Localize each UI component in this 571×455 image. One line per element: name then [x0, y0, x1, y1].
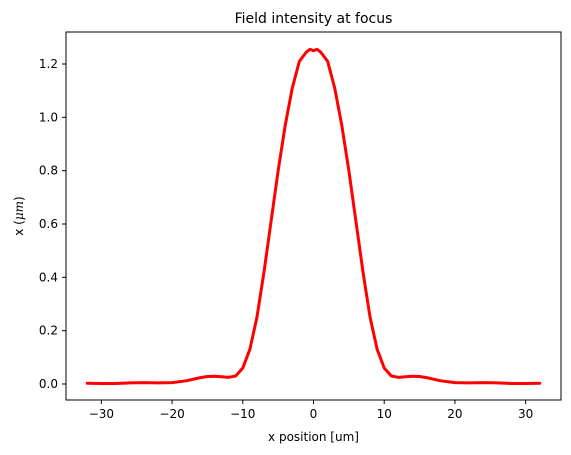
y-tick-label-5: 1.0	[39, 110, 58, 124]
y-axis-label: x (μm)	[12, 196, 26, 235]
y-tick-label-4: 0.8	[39, 164, 58, 178]
y-tick-label-0: 0.0	[39, 377, 58, 391]
y-tick-label-6: 1.2	[39, 57, 58, 71]
x-tick-label-5: 20	[447, 407, 462, 421]
series-layer	[85, 47, 542, 385]
x-tick-label-4: 10	[377, 407, 392, 421]
y-tick-label-3: 0.6	[39, 217, 58, 231]
x-tick-label-3: 0	[310, 407, 318, 421]
y-axis-label-prefix: x (	[12, 220, 26, 236]
x-tick-label-2: −10	[230, 407, 255, 421]
x-tick-label-6: 30	[518, 407, 533, 421]
y-axis-label-suffix: )	[12, 196, 26, 201]
x-axis: −30 −20 −10 0 10 20 30	[89, 400, 533, 421]
y-tick-label-1: 0.2	[39, 324, 58, 338]
x-axis-label: x position [um]	[268, 430, 359, 444]
x-tick-label-1: −20	[159, 407, 184, 421]
y-axis: 0.0 0.2 0.4 0.6 0.8 1.0 1.2	[39, 57, 66, 391]
y-axis-label-math: μm	[12, 201, 26, 220]
series-line-0	[85, 47, 542, 385]
chart-title: Field intensity at focus	[235, 11, 393, 27]
y-tick-label-2: 0.4	[39, 270, 58, 284]
x-tick-label-0: −30	[89, 407, 114, 421]
